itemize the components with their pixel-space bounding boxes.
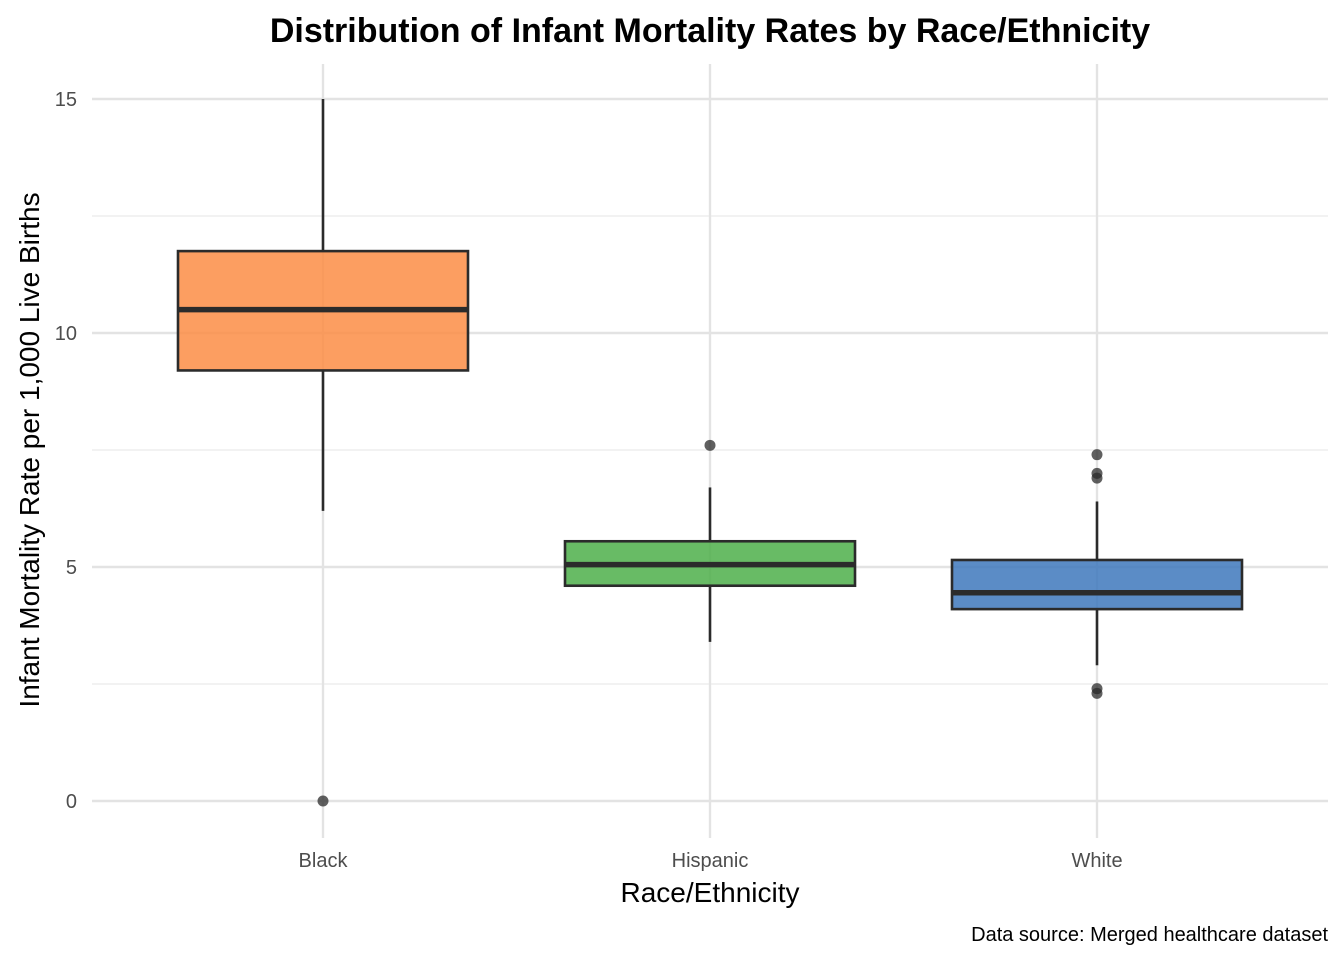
y-tick-labels: 0 5 10 15 xyxy=(55,89,77,813)
chart-title: Distribution of Infant Mortality Rates b… xyxy=(270,12,1150,50)
y-tick-label: 10 xyxy=(55,323,77,345)
box-white xyxy=(950,449,1244,699)
outlier-point xyxy=(1091,449,1103,461)
box-series xyxy=(176,99,1244,807)
y-tick-label: 0 xyxy=(66,791,77,813)
outlier-point xyxy=(1091,472,1103,484)
data-source-caption: Data source: Merged healthcare dataset xyxy=(971,924,1328,946)
box-hispanic xyxy=(563,439,857,642)
x-tick-label: Black xyxy=(299,850,349,872)
outlier-point xyxy=(317,795,329,807)
outlier-point xyxy=(704,439,716,451)
x-tick-label: White xyxy=(1071,850,1122,872)
x-tick-labels: Black Hispanic White xyxy=(299,850,1123,872)
y-tick-label: 5 xyxy=(66,557,77,579)
y-tick-label: 15 xyxy=(55,89,77,111)
x-axis-title: Race/Ethnicity xyxy=(621,877,800,908)
y-axis-title: Infant Mortality Rate per 1,000 Live Bir… xyxy=(14,192,45,707)
outlier-point xyxy=(1091,687,1103,699)
major-gridlines xyxy=(92,64,1328,838)
iqr-box xyxy=(950,558,1244,611)
box-black xyxy=(176,99,470,807)
x-tick-label: Hispanic xyxy=(672,850,749,872)
